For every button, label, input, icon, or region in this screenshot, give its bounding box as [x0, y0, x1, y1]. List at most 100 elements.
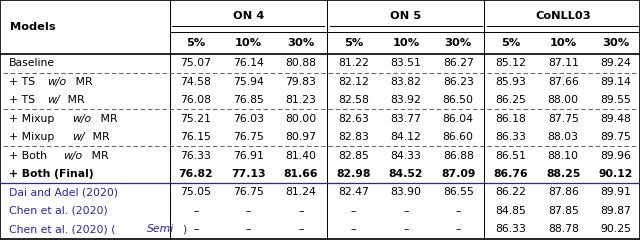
Text: 10%: 10%: [235, 38, 262, 48]
Text: 10%: 10%: [550, 38, 577, 48]
Text: w/o: w/o: [63, 151, 82, 161]
Text: 89.75: 89.75: [600, 132, 631, 142]
Text: 76.03: 76.03: [233, 114, 264, 124]
Text: MR: MR: [64, 95, 84, 105]
Text: 86.76: 86.76: [493, 169, 528, 179]
Text: –: –: [193, 206, 198, 216]
Text: + TS: + TS: [10, 77, 39, 87]
Text: –: –: [403, 224, 408, 234]
Text: 87.11: 87.11: [548, 58, 579, 68]
Text: 86.23: 86.23: [443, 77, 474, 87]
Text: 86.55: 86.55: [443, 187, 474, 198]
Text: 76.33: 76.33: [180, 151, 211, 161]
Text: 75.07: 75.07: [180, 58, 211, 68]
Text: 76.75: 76.75: [233, 132, 264, 142]
Text: MR: MR: [88, 132, 109, 142]
Text: –: –: [298, 206, 303, 216]
Text: 89.55: 89.55: [600, 95, 631, 105]
Text: Dai and Adel (2020): Dai and Adel (2020): [10, 187, 118, 198]
Text: Baseline: Baseline: [10, 58, 56, 68]
Text: 83.90: 83.90: [390, 187, 421, 198]
Text: 82.83: 82.83: [338, 132, 369, 142]
Text: 87.85: 87.85: [548, 206, 579, 216]
Text: 87.86: 87.86: [548, 187, 579, 198]
Text: 76.75: 76.75: [233, 187, 264, 198]
Text: + Mixup: + Mixup: [10, 132, 58, 142]
Text: w/: w/: [72, 132, 85, 142]
Text: 86.50: 86.50: [443, 95, 474, 105]
Text: 87.75: 87.75: [548, 114, 579, 124]
Text: 30%: 30%: [602, 38, 629, 48]
Text: 10%: 10%: [392, 38, 419, 48]
Text: 76.82: 76.82: [179, 169, 213, 179]
Text: 89.48: 89.48: [600, 114, 631, 124]
Text: + TS: + TS: [10, 95, 39, 105]
Text: 89.96: 89.96: [600, 151, 631, 161]
Text: 86.60: 86.60: [443, 132, 474, 142]
Text: 84.33: 84.33: [390, 151, 421, 161]
Text: 77.13: 77.13: [231, 169, 266, 179]
Text: ON 5: ON 5: [390, 11, 421, 21]
Text: 81.23: 81.23: [285, 95, 316, 105]
Text: –: –: [246, 206, 251, 216]
Text: CoNLL03: CoNLL03: [535, 11, 591, 21]
Text: 83.92: 83.92: [390, 95, 421, 105]
Text: –: –: [456, 224, 461, 234]
Text: ): ): [182, 224, 186, 234]
Text: 86.18: 86.18: [495, 114, 526, 124]
Text: 75.05: 75.05: [180, 187, 211, 198]
Text: 86.04: 86.04: [443, 114, 474, 124]
Text: 81.24: 81.24: [285, 187, 316, 198]
Text: 76.15: 76.15: [180, 132, 211, 142]
Text: 89.24: 89.24: [600, 58, 631, 68]
Text: + Mixup: + Mixup: [10, 114, 58, 124]
Text: 87.09: 87.09: [441, 169, 476, 179]
Text: 82.12: 82.12: [338, 77, 369, 87]
Text: 82.63: 82.63: [338, 114, 369, 124]
Text: –: –: [351, 224, 356, 234]
Text: 84.12: 84.12: [390, 132, 421, 142]
Text: 84.52: 84.52: [388, 169, 423, 179]
Text: Semi: Semi: [147, 224, 174, 234]
Text: 76.14: 76.14: [233, 58, 264, 68]
Text: 81.66: 81.66: [284, 169, 318, 179]
Text: –: –: [298, 224, 303, 234]
Text: w/: w/: [47, 95, 60, 105]
Text: 80.00: 80.00: [285, 114, 316, 124]
Text: 86.88: 86.88: [443, 151, 474, 161]
Text: 86.51: 86.51: [495, 151, 526, 161]
Text: –: –: [403, 206, 408, 216]
Text: 86.25: 86.25: [495, 95, 526, 105]
Text: 30%: 30%: [445, 38, 472, 48]
Text: 82.98: 82.98: [336, 169, 371, 179]
Text: 88.10: 88.10: [548, 151, 579, 161]
Text: Models: Models: [10, 22, 56, 32]
Text: 90.25: 90.25: [600, 224, 631, 234]
Text: 80.88: 80.88: [285, 58, 316, 68]
Text: 75.21: 75.21: [180, 114, 211, 124]
Text: 79.83: 79.83: [285, 77, 316, 87]
Text: 86.33: 86.33: [495, 224, 526, 234]
Text: 30%: 30%: [287, 38, 314, 48]
Text: 82.47: 82.47: [338, 187, 369, 198]
Text: –: –: [456, 206, 461, 216]
Text: 88.00: 88.00: [548, 95, 579, 105]
Text: 83.51: 83.51: [390, 58, 421, 68]
Text: MR: MR: [72, 77, 93, 87]
Text: 5%: 5%: [344, 38, 363, 48]
Text: w/o: w/o: [47, 77, 67, 87]
Text: 76.08: 76.08: [180, 95, 211, 105]
Text: 74.58: 74.58: [180, 77, 211, 87]
Text: 85.12: 85.12: [495, 58, 526, 68]
Text: 86.27: 86.27: [443, 58, 474, 68]
Text: 83.82: 83.82: [390, 77, 421, 87]
Text: 86.22: 86.22: [495, 187, 526, 198]
Text: MR: MR: [88, 151, 108, 161]
Text: –: –: [193, 224, 198, 234]
Text: + Both (Final): + Both (Final): [10, 169, 94, 179]
Text: 88.03: 88.03: [548, 132, 579, 142]
Text: 89.91: 89.91: [600, 187, 631, 198]
Text: 84.85: 84.85: [495, 206, 526, 216]
Text: 81.22: 81.22: [338, 58, 369, 68]
Text: 80.97: 80.97: [285, 132, 316, 142]
